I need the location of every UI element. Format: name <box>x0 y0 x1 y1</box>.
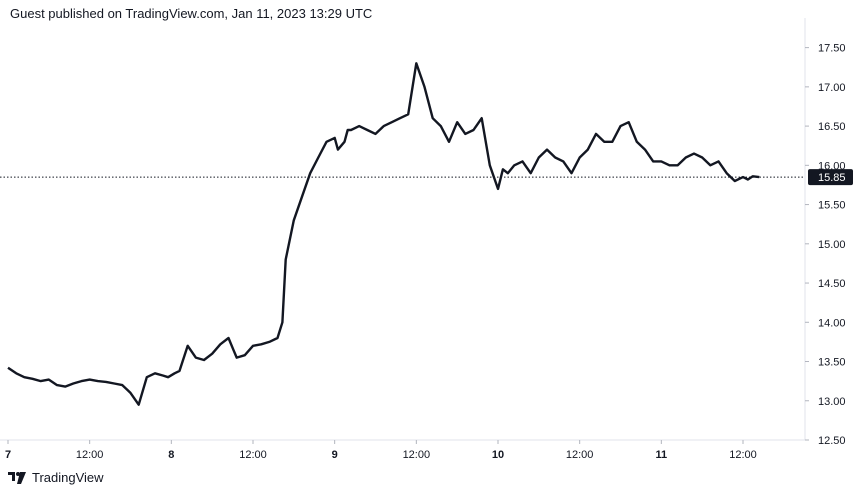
y-tick-label: 13.50 <box>818 357 846 369</box>
last-price-tag <box>808 169 853 186</box>
x-tick-label: 11 <box>656 449 668 461</box>
x-tick-label: 7 <box>5 449 11 461</box>
x-tick-label: 12:00 <box>403 449 431 461</box>
y-tick-label: 13.00 <box>818 396 846 408</box>
y-tick-label: 15.50 <box>818 200 846 212</box>
x-tick-label: 8 <box>168 449 174 461</box>
y-tick-label: 12.50 <box>818 435 846 447</box>
y-tick-label: 17.00 <box>818 82 846 94</box>
x-tick-label: 12:00 <box>566 449 594 461</box>
x-tick-label: 10 <box>492 449 504 461</box>
y-tick-label: 14.00 <box>818 317 846 329</box>
tradingview-footer[interactable]: TradingView <box>8 470 104 485</box>
x-tick-label: 9 <box>332 449 338 461</box>
y-tick-label: 16.50 <box>818 121 846 133</box>
price-series-line <box>7 62 760 406</box>
tradingview-logo-icon <box>8 471 26 484</box>
x-tick-label: 12:00 <box>76 449 104 461</box>
y-tick-label: 14.50 <box>818 278 846 290</box>
y-tick-label: 15.00 <box>818 239 846 251</box>
y-tick-label: 17.50 <box>818 43 846 55</box>
x-tick-label: 12:00 <box>239 449 267 461</box>
tradingview-brand-text: TradingView <box>32 470 104 485</box>
last-price-label: 15.85 <box>818 172 846 184</box>
published-header: Guest published on TradingView.com, Jan … <box>10 6 373 21</box>
x-tick-label: 12:00 <box>729 449 757 461</box>
